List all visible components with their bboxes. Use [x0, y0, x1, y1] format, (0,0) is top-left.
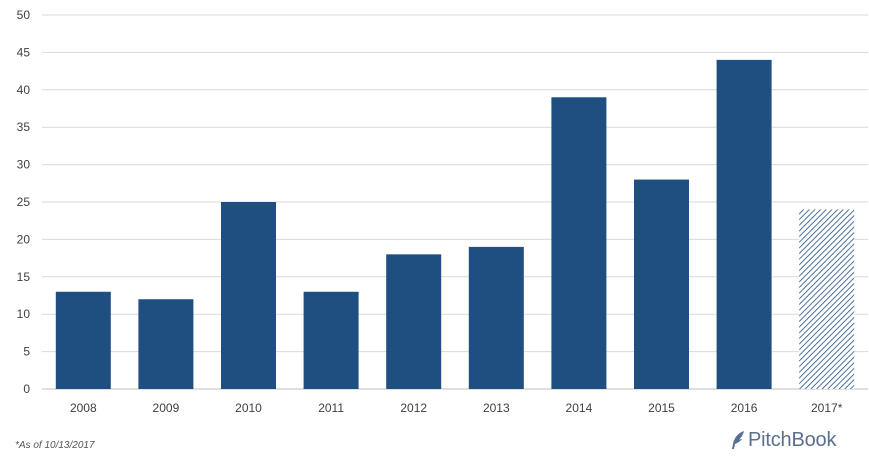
x-axis-ticks: 2008 2009 2010 2011 2012 2013 2014 2015 2016 2017… — [70, 401, 843, 415]
x-tick-label: 2008 — [70, 401, 97, 415]
bar — [551, 97, 607, 389]
bar — [55, 291, 111, 389]
x-tick-label: 2012 — [400, 401, 427, 415]
bar — [138, 299, 194, 389]
x-tick-label: 2014 — [566, 401, 593, 415]
bar — [716, 59, 772, 389]
y-tick-label: 5 — [23, 345, 30, 359]
y-tick-label: 20 — [17, 232, 31, 246]
y-tick-label: 45 — [17, 45, 31, 59]
x-tick-label: 2010 — [235, 401, 262, 415]
y-tick-label: 35 — [17, 120, 31, 134]
x-tick-label: 2015 — [648, 401, 675, 415]
bar — [386, 254, 442, 389]
x-tick-label: 2013 — [483, 401, 510, 415]
y-tick-label: 0 — [23, 382, 30, 396]
bars — [55, 59, 855, 389]
bar-projected — [799, 209, 855, 389]
y-axis-ticks: 0 5 10 15 20 25 30 35 40 45 50 — [17, 8, 31, 396]
y-tick-label: 25 — [17, 195, 31, 209]
y-tick-label: 30 — [17, 158, 31, 172]
y-tick-label: 15 — [17, 270, 31, 284]
footnote: *As of 10/13/2017 — [15, 440, 95, 451]
x-tick-label: 2011 — [318, 401, 344, 415]
y-tick-label: 40 — [17, 83, 31, 97]
feather-logo-icon — [732, 431, 744, 449]
bar — [221, 202, 276, 389]
y-tick-label: 50 — [17, 8, 31, 22]
x-tick-label: 2016 — [731, 401, 758, 415]
bar — [303, 291, 359, 389]
x-tick-label: 2009 — [153, 401, 180, 415]
bar — [634, 179, 689, 389]
brand-logo: PitchBook — [730, 427, 836, 453]
bar — [468, 246, 524, 389]
x-tick-label: 2017* — [811, 401, 843, 415]
brand-name: PitchBook — [748, 428, 837, 451]
y-tick-label: 10 — [17, 307, 31, 321]
